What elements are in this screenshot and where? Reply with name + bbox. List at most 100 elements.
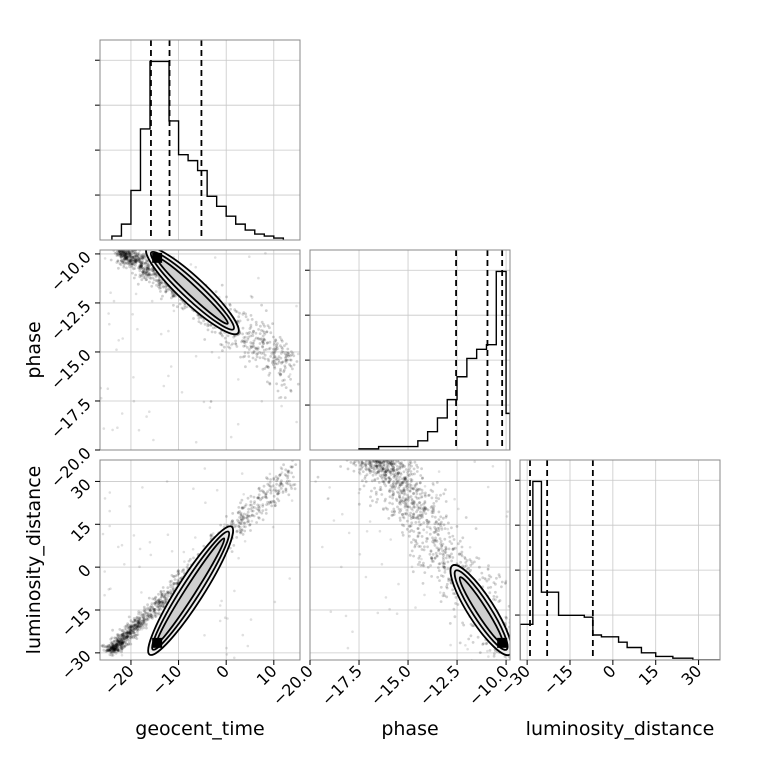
scatter-point	[249, 334, 253, 338]
scatter-point	[125, 266, 128, 270]
scatter-point	[410, 541, 413, 544]
scatter-point	[153, 602, 157, 606]
scatter-point	[447, 554, 451, 557]
scatter-point	[441, 516, 445, 520]
scatter-point	[143, 607, 147, 611]
scatter-point	[460, 545, 464, 549]
scatter-point	[416, 527, 420, 530]
scatter-point	[375, 466, 379, 469]
scatter-point	[392, 513, 396, 516]
scatter-point	[261, 367, 265, 371]
scatter-point	[272, 500, 276, 503]
scatter-point	[418, 506, 421, 510]
scatter-point	[142, 616, 146, 620]
scatter-point	[146, 267, 149, 270]
scatter-point	[197, 316, 201, 320]
scatter-point	[421, 541, 425, 545]
scatter-point	[108, 653, 112, 657]
scatter-point	[409, 511, 412, 515]
scatter-outlier	[167, 374, 170, 378]
scatter-point	[447, 577, 450, 581]
scatter-point	[131, 255, 135, 259]
scatter-point	[278, 373, 282, 377]
scatter-point	[424, 507, 428, 511]
scatter-point	[218, 331, 222, 335]
scatter-point	[400, 481, 404, 485]
scatter-point	[400, 523, 404, 527]
scatter-point	[376, 497, 379, 501]
scatter-point	[279, 481, 283, 485]
scatter-point	[486, 586, 490, 590]
scatter-point	[119, 641, 123, 645]
scatter-point	[260, 496, 264, 500]
scatter-point	[113, 648, 117, 651]
scatter-point	[428, 532, 432, 536]
scatter-point	[129, 629, 132, 632]
scatter-point	[153, 607, 157, 611]
scatter-point	[439, 600, 443, 603]
scatter-point	[110, 653, 114, 657]
scatter-point	[124, 256, 128, 260]
scatter-point	[420, 467, 423, 471]
scatter-point	[117, 643, 121, 647]
scatter-point	[489, 585, 493, 589]
scatter-point	[431, 490, 435, 493]
scatter-point	[124, 631, 128, 635]
scatter-point	[120, 648, 124, 652]
scatter-point	[172, 575, 175, 578]
scatter-point	[139, 613, 143, 617]
scatter-outlier	[397, 582, 400, 586]
scatter-point	[119, 636, 123, 640]
scatter-point	[283, 344, 286, 348]
scatter-point	[164, 285, 168, 289]
scatter-point	[123, 251, 127, 255]
scatter-point	[135, 616, 139, 620]
scatter-point	[116, 259, 120, 263]
scatter-point	[387, 477, 391, 480]
scatter-point	[154, 273, 157, 277]
scatter-point	[203, 338, 207, 341]
scatter-point	[112, 649, 116, 653]
scatter-point	[372, 471, 376, 474]
scatter-point	[255, 512, 259, 515]
scatter-outlier	[280, 404, 283, 408]
scatter-point	[397, 461, 401, 464]
scatter-point	[185, 565, 189, 569]
scatter-point	[380, 493, 384, 496]
scatter-point	[371, 460, 375, 463]
scatter-point	[430, 511, 434, 515]
scatter-point	[441, 552, 444, 556]
scatter-point	[133, 259, 137, 262]
scatter-point	[142, 620, 146, 624]
scatter-point	[406, 496, 410, 500]
scatter-point	[243, 344, 247, 348]
scatter-point	[142, 620, 146, 624]
scatter-point	[128, 640, 131, 644]
scatter-point	[285, 353, 288, 357]
scatter-point	[413, 516, 416, 520]
scatter-point	[266, 357, 270, 361]
scatter-point	[416, 489, 419, 492]
scatter-point	[252, 342, 256, 345]
scatter-point	[392, 491, 395, 494]
scatter-point	[124, 257, 128, 261]
scatter-point	[228, 303, 232, 307]
scatter-point	[138, 265, 142, 268]
scatter-point	[279, 472, 283, 476]
scatter-point	[134, 259, 138, 263]
scatter-point	[139, 265, 143, 268]
scatter-point	[152, 272, 156, 276]
scatter-point	[214, 290, 218, 293]
scatter-point	[106, 648, 110, 652]
scatter-point	[138, 620, 141, 624]
scatter-point	[115, 642, 119, 646]
scatter-point	[244, 503, 248, 507]
scatter-point	[122, 250, 126, 253]
scatter-point	[381, 467, 385, 471]
scatter-point	[119, 263, 123, 266]
scatter-point	[115, 646, 118, 649]
scatter-point	[115, 261, 119, 264]
scatter-point	[126, 630, 130, 634]
scatter-point	[202, 544, 206, 548]
scatter-point	[138, 275, 142, 279]
